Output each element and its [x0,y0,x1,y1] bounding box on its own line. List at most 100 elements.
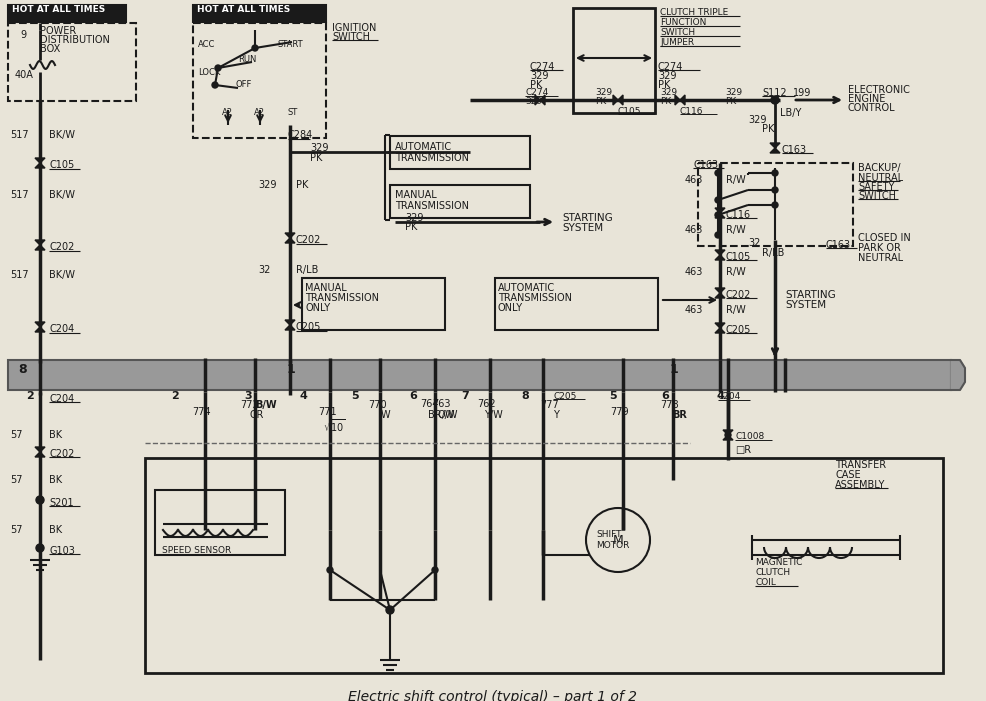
Text: 1: 1 [670,363,678,376]
Text: 779: 779 [610,407,629,417]
Polygon shape [35,322,45,327]
Text: 329: 329 [310,143,328,153]
Text: S201: S201 [49,498,74,508]
Text: S112: S112 [762,88,787,98]
Circle shape [212,82,218,88]
Polygon shape [723,435,733,440]
Text: TRANSMISSION: TRANSMISSION [305,293,379,303]
Text: 329: 329 [748,115,766,125]
Text: ASSEMBLY: ASSEMBLY [835,480,885,490]
Text: C205: C205 [553,392,577,401]
Polygon shape [675,95,680,105]
Text: HOT AT ALL TIMES: HOT AT ALL TIMES [197,6,290,15]
Text: BK: BK [49,525,62,535]
Text: 329: 329 [525,97,542,106]
Text: SYSTEM: SYSTEM [785,300,826,310]
Text: ST: ST [288,108,298,117]
Text: 463: 463 [685,225,703,235]
Text: NEUTRAL: NEUTRAL [858,253,903,263]
Text: SAFETY: SAFETY [858,182,894,192]
Bar [8,5,126,22]
Text: C202: C202 [49,449,74,459]
Text: 763: 763 [432,399,451,409]
Text: A2: A2 [254,108,265,117]
Text: R/W: R/W [726,305,745,315]
Bar [193,23,326,138]
Circle shape [36,544,44,552]
Text: 4: 4 [299,391,307,401]
Text: 5: 5 [609,391,617,401]
Text: 1: 1 [287,363,296,376]
Polygon shape [680,95,685,105]
Bar [390,136,530,169]
Circle shape [771,96,779,104]
Text: 329: 329 [658,71,676,81]
Text: □R: □R [735,445,751,455]
Text: PK: PK [660,97,671,106]
Text: BK/W: BK/W [49,190,75,200]
Polygon shape [715,288,725,293]
Text: 771: 771 [318,407,336,417]
Text: C163: C163 [826,240,851,250]
Bar [8,360,951,390]
Polygon shape [715,208,725,213]
Text: 57: 57 [10,430,23,440]
Text: 5: 5 [351,391,359,401]
Polygon shape [770,143,780,148]
Text: C274: C274 [658,62,683,72]
Circle shape [327,567,333,573]
Bar [155,490,285,555]
Text: 778: 778 [660,400,678,410]
Text: Y: Y [553,410,559,420]
Text: PK: PK [725,97,737,106]
Polygon shape [723,430,733,435]
Polygon shape [35,163,45,168]
Text: W: W [381,410,390,420]
Polygon shape [715,293,725,298]
Bar [193,5,326,22]
Text: 517: 517 [10,190,29,200]
Text: $\sqrt{10}$: $\sqrt{10}$ [323,417,346,434]
Text: 517: 517 [10,270,29,280]
Text: C163: C163 [782,145,808,155]
Text: 32: 32 [258,265,270,275]
Text: COIL: COIL [755,578,776,587]
Polygon shape [770,148,780,153]
Text: Y/W: Y/W [484,410,503,420]
Text: C205: C205 [726,325,751,335]
Text: ONLY: ONLY [305,303,330,313]
Text: 463: 463 [685,267,703,277]
Text: 329: 329 [595,88,612,97]
Text: BK: BK [49,430,62,440]
Polygon shape [285,320,295,325]
Text: MANUAL: MANUAL [395,190,437,200]
Polygon shape [35,327,45,332]
Polygon shape [285,233,295,238]
Text: IGNITION: IGNITION [332,23,377,33]
Text: ENGINE: ENGINE [848,94,885,104]
Text: 2: 2 [26,391,34,401]
Circle shape [252,45,258,51]
Text: C204: C204 [718,392,741,401]
Text: SWITCH: SWITCH [858,191,896,201]
Polygon shape [35,447,45,452]
Polygon shape [715,250,725,255]
Text: C105: C105 [726,252,751,262]
Text: ACC: ACC [198,40,215,49]
Text: C202: C202 [49,242,74,252]
Text: CASE: CASE [835,470,861,480]
Text: M: M [612,533,623,547]
Polygon shape [613,95,618,105]
Text: 6: 6 [661,391,669,401]
Text: R/LB: R/LB [762,248,785,258]
Text: 3: 3 [245,391,251,401]
Polygon shape [285,238,295,243]
Text: 463: 463 [685,305,703,315]
Text: 517: 517 [10,130,29,140]
Text: FUNCTION: FUNCTION [660,18,706,27]
Text: 199: 199 [793,88,811,98]
Text: G103: G103 [49,546,75,556]
Text: 2: 2 [172,391,178,401]
Bar [495,278,658,330]
Text: C204: C204 [49,324,74,334]
